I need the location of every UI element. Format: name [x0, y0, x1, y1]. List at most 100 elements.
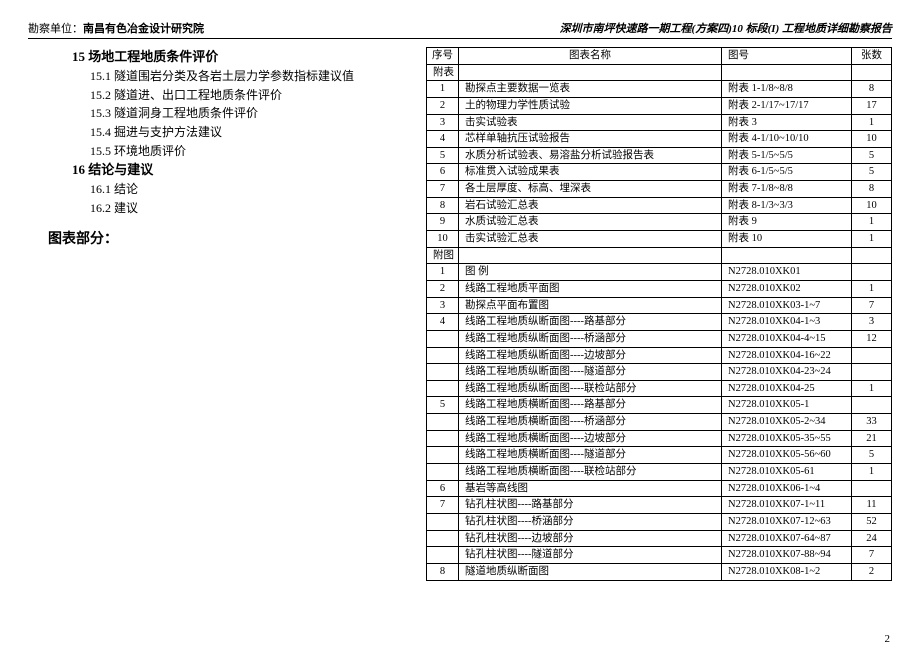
cell-code: N2728.010XK04-1~3 — [722, 314, 852, 331]
cell-seq — [427, 347, 459, 364]
cell-name: 线路工程地质纵断面图----路基部分 — [459, 314, 722, 331]
cell-name: 击实试验汇总表 — [459, 231, 722, 248]
cell-pages: 2 — [852, 563, 892, 580]
cell-pages: 5 — [852, 147, 892, 164]
page-header: 勘察单位：南昌有色冶金设计研究院 深圳市南坪快速路一期工程(方案四)10 标段(… — [28, 20, 892, 39]
table-row: 线路工程地质横断面图----桥涵部分N2728.010XK05-2~3433 — [427, 414, 892, 431]
header-org: 南昌有色冶金设计研究院 — [83, 23, 204, 35]
cell-name: 线路工程地质纵断面图----边坡部分 — [459, 347, 722, 364]
cell-seq: 9 — [427, 214, 459, 231]
cell-code: N2728.010XK05-56~60 — [722, 447, 852, 464]
cell-seq — [427, 447, 459, 464]
cell-pages: 52 — [852, 513, 892, 530]
table-row: 钻孔柱状图----桥涵部分N2728.010XK07-12~6352 — [427, 513, 892, 530]
cell-code: N2728.010XK04-25 — [722, 380, 852, 397]
table-row: 线路工程地质纵断面图----桥涵部分N2728.010XK04-4~1512 — [427, 330, 892, 347]
header-right: 深圳市南坪快速路一期工程(方案四)10 标段(I) 工程地质详细勘察报告 — [560, 20, 892, 36]
table-row: 线路工程地质横断面图----边坡部分N2728.010XK05-35~5521 — [427, 430, 892, 447]
cell-code: 附表 7-1/8~8/8 — [722, 181, 852, 198]
cell-name: 钻孔柱状图----路基部分 — [459, 497, 722, 514]
table-row: 7钻孔柱状图----路基部分N2728.010XK07-1~1111 — [427, 497, 892, 514]
cell-name: 线路工程地质纵断面图----隧道部分 — [459, 364, 722, 381]
th-seq: 序号 — [427, 48, 459, 65]
table-row: 钻孔柱状图----隧道部分N2728.010XK07-88~947 — [427, 547, 892, 564]
table-row: 1图 例N2728.010XK01 — [427, 264, 892, 281]
cell-pages — [852, 264, 892, 281]
cell-name: 线路工程地质纵断面图----联检站部分 — [459, 380, 722, 397]
page-number: 2 — [885, 633, 891, 645]
table-body: 附表1勘探点主要数据一览表附表 1-1/8~8/882土的物理力学性质试验附表 … — [427, 64, 892, 580]
cell-name: 标准贯入试验成果表 — [459, 164, 722, 181]
cell-code: N2728.010XK02 — [722, 280, 852, 297]
cell-name: 水质试验汇总表 — [459, 214, 722, 231]
section-empty — [852, 247, 892, 264]
cell-code: N2728.010XK01 — [722, 264, 852, 281]
cell-pages: 8 — [852, 181, 892, 198]
cell-pages: 1 — [852, 280, 892, 297]
cell-code: N2728.010XK07-1~11 — [722, 497, 852, 514]
cell-code: 附表 3 — [722, 114, 852, 131]
toc-sec-15-4: 15.4 掘进与支护方法建议 — [72, 123, 398, 142]
toc-sec-15-5: 15.5 环境地质评价 — [72, 142, 398, 161]
cell-name: 土的物理力学性质试验 — [459, 97, 722, 114]
cell-pages: 10 — [852, 197, 892, 214]
table-row: 8隧道地质纵断面图N2728.010XK08-1~22 — [427, 563, 892, 580]
cell-pages: 5 — [852, 164, 892, 181]
cell-seq: 3 — [427, 297, 459, 314]
cell-seq — [427, 380, 459, 397]
cell-pages: 1 — [852, 214, 892, 231]
cell-pages: 5 — [852, 447, 892, 464]
th-name: 图表名称 — [459, 48, 722, 65]
toc-sec-15: 15 场地工程地质条件评价 — [72, 47, 398, 67]
page: 勘察单位：南昌有色冶金设计研究院 深圳市南坪快速路一期工程(方案四)10 标段(… — [0, 0, 920, 651]
cell-code: 附表 4-1/10~10/10 — [722, 131, 852, 148]
table-row: 4芯样单轴抗压试验报告附表 4-1/10~10/1010 — [427, 131, 892, 148]
table-row: 7各土层厚度、标高、埋深表附表 7-1/8~8/88 — [427, 181, 892, 198]
table-row: 3勘探点平面布置图N2728.010XK03-1~77 — [427, 297, 892, 314]
section-label: 附图 — [427, 247, 459, 264]
cell-pages — [852, 347, 892, 364]
cell-name: 线路工程地质横断面图----边坡部分 — [459, 430, 722, 447]
header-left: 勘察单位：南昌有色冶金设计研究院 — [28, 20, 204, 36]
table-header-row: 序号 图表名称 图号 张数 — [427, 48, 892, 65]
section-empty — [722, 64, 852, 81]
cell-name: 线路工程地质横断面图----联检站部分 — [459, 464, 722, 481]
cell-seq: 8 — [427, 197, 459, 214]
cell-pages: 1 — [852, 231, 892, 248]
cell-pages — [852, 397, 892, 414]
cell-code: N2728.010XK07-64~87 — [722, 530, 852, 547]
table-row: 5线路工程地质横断面图----路基部分N2728.010XK05-1 — [427, 397, 892, 414]
table-row: 线路工程地质纵断面图----隧道部分N2728.010XK04-23~24 — [427, 364, 892, 381]
cell-name: 线路工程地质横断面图----路基部分 — [459, 397, 722, 414]
cell-name: 勘探点主要数据一览表 — [459, 81, 722, 98]
toc-sec-15-2: 15.2 隧道进、出口工程地质条件评价 — [72, 86, 398, 105]
cell-seq: 2 — [427, 97, 459, 114]
cell-name: 线路工程地质横断面图----隧道部分 — [459, 447, 722, 464]
table-column: 序号 图表名称 图号 张数 附表1勘探点主要数据一览表附表 1-1/8~8/88… — [426, 47, 892, 581]
cell-name: 线路工程地质纵断面图----桥涵部分 — [459, 330, 722, 347]
cell-code: 附表 9 — [722, 214, 852, 231]
cell-pages: 1 — [852, 380, 892, 397]
cell-pages: 1 — [852, 464, 892, 481]
cell-pages: 21 — [852, 430, 892, 447]
cell-name: 线路工程地质横断面图----桥涵部分 — [459, 414, 722, 431]
table-row: 钻孔柱状图----边坡部分N2728.010XK07-64~8724 — [427, 530, 892, 547]
cell-seq: 1 — [427, 264, 459, 281]
cell-name: 击实试验表 — [459, 114, 722, 131]
table-row: 1勘探点主要数据一览表附表 1-1/8~8/88 — [427, 81, 892, 98]
cell-code: N2728.010XK05-35~55 — [722, 430, 852, 447]
cell-seq: 7 — [427, 181, 459, 198]
cell-name: 水质分析试验表、易溶盐分析试验报告表 — [459, 147, 722, 164]
cell-seq: 6 — [427, 480, 459, 497]
cell-code: N2728.010XK05-61 — [722, 464, 852, 481]
cell-name: 图 例 — [459, 264, 722, 281]
table-row: 6基岩等高线图N2728.010XK06-1~4 — [427, 480, 892, 497]
toc-sec-16: 16 结论与建议 — [72, 160, 398, 180]
cell-name: 钻孔柱状图----桥涵部分 — [459, 513, 722, 530]
section-empty — [722, 247, 852, 264]
th-pages: 张数 — [852, 48, 892, 65]
cell-code: N2728.010XK04-4~15 — [722, 330, 852, 347]
cell-name: 钻孔柱状图----隧道部分 — [459, 547, 722, 564]
cell-seq: 7 — [427, 497, 459, 514]
cell-pages — [852, 480, 892, 497]
